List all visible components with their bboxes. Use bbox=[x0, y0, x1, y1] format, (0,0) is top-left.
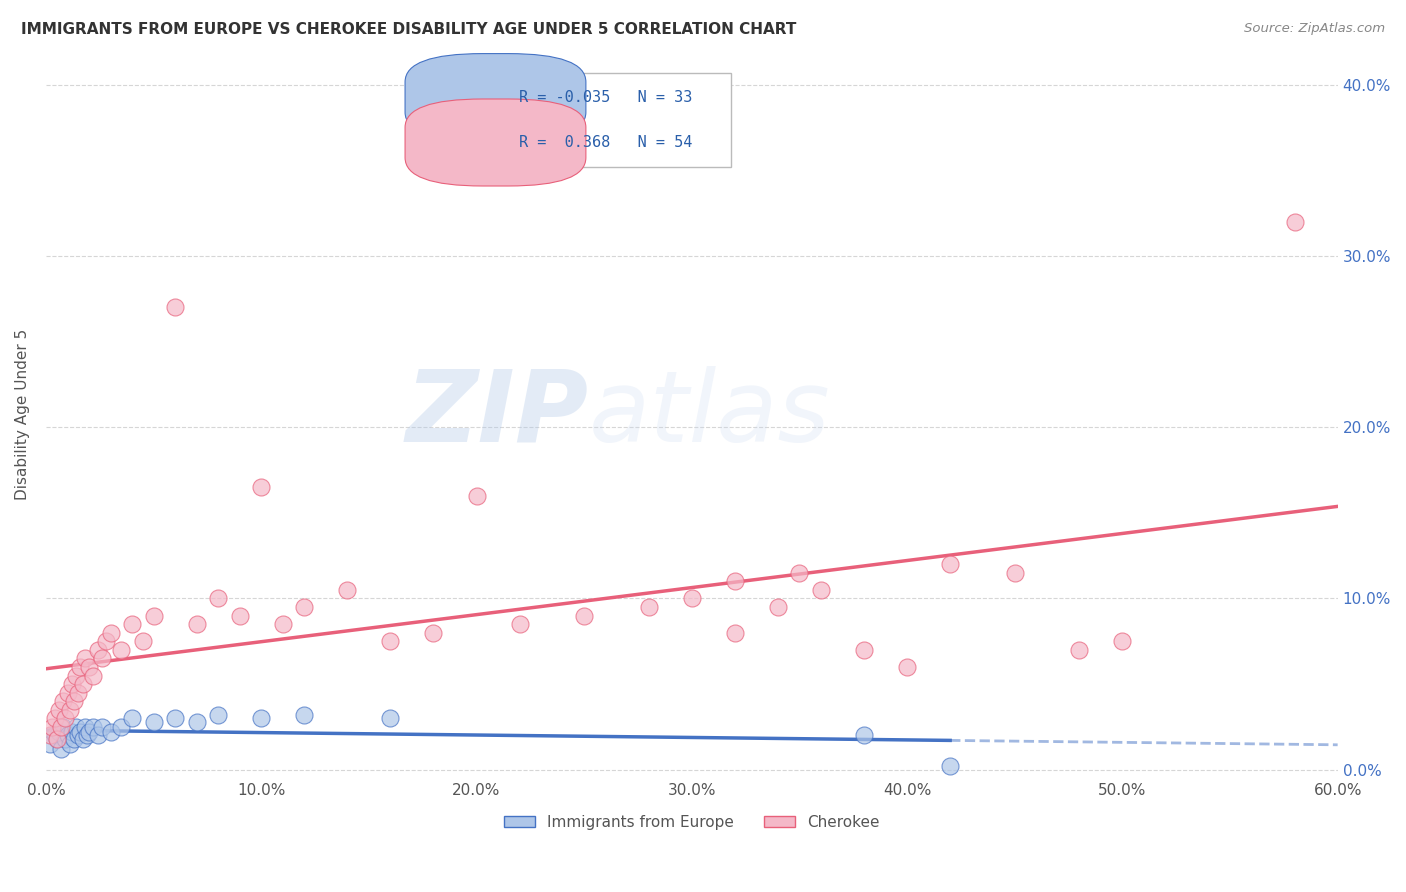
Text: ZIP: ZIP bbox=[405, 366, 589, 463]
Point bbox=[132, 634, 155, 648]
Point bbox=[77, 660, 100, 674]
Point bbox=[82, 720, 104, 734]
Point bbox=[228, 608, 250, 623]
Point bbox=[380, 711, 402, 725]
Point bbox=[1111, 634, 1133, 648]
Point bbox=[1069, 643, 1091, 657]
Point bbox=[939, 759, 962, 773]
Point bbox=[86, 643, 108, 657]
Point bbox=[76, 728, 98, 742]
Point bbox=[939, 558, 962, 572]
Point bbox=[63, 731, 86, 746]
Point bbox=[186, 714, 208, 729]
Point bbox=[142, 608, 165, 623]
Point bbox=[121, 617, 143, 632]
Point bbox=[77, 725, 100, 739]
Text: Source: ZipAtlas.com: Source: ZipAtlas.com bbox=[1244, 22, 1385, 36]
Point bbox=[724, 625, 747, 640]
Point bbox=[681, 591, 703, 606]
Point bbox=[250, 711, 273, 725]
Point bbox=[896, 660, 918, 674]
Point bbox=[91, 720, 114, 734]
Point bbox=[110, 720, 132, 734]
Point bbox=[766, 600, 789, 615]
Point bbox=[637, 600, 659, 615]
Point bbox=[121, 711, 143, 725]
Point bbox=[63, 694, 86, 708]
Text: IMMIGRANTS FROM EUROPE VS CHEROKEE DISABILITY AGE UNDER 5 CORRELATION CHART: IMMIGRANTS FROM EUROPE VS CHEROKEE DISAB… bbox=[21, 22, 796, 37]
Point bbox=[96, 634, 118, 648]
Point bbox=[52, 720, 75, 734]
Point bbox=[509, 617, 531, 632]
Point bbox=[82, 668, 104, 682]
Point bbox=[39, 737, 62, 751]
Point bbox=[853, 643, 876, 657]
Point bbox=[59, 703, 82, 717]
Point bbox=[49, 720, 72, 734]
Point bbox=[56, 728, 79, 742]
Point bbox=[73, 720, 96, 734]
Point bbox=[45, 731, 67, 746]
Point bbox=[59, 737, 82, 751]
Point bbox=[67, 728, 90, 742]
Point bbox=[49, 742, 72, 756]
Point bbox=[44, 728, 66, 742]
Point bbox=[65, 720, 87, 734]
Point bbox=[72, 677, 94, 691]
Point bbox=[250, 480, 273, 494]
Point bbox=[86, 728, 108, 742]
Point bbox=[60, 725, 83, 739]
Point bbox=[165, 301, 187, 315]
Point bbox=[100, 625, 122, 640]
Point bbox=[724, 574, 747, 589]
Point bbox=[39, 728, 62, 742]
Point bbox=[810, 582, 832, 597]
Point bbox=[45, 731, 67, 746]
Point bbox=[465, 489, 488, 503]
Point bbox=[48, 725, 70, 739]
Point bbox=[100, 725, 122, 739]
Point bbox=[207, 591, 229, 606]
Point bbox=[48, 703, 70, 717]
Point bbox=[91, 651, 114, 665]
Point bbox=[186, 617, 208, 632]
Legend: Immigrants from Europe, Cherokee: Immigrants from Europe, Cherokee bbox=[498, 809, 886, 836]
Point bbox=[56, 685, 79, 699]
Point bbox=[67, 685, 90, 699]
Point bbox=[72, 731, 94, 746]
Point bbox=[142, 714, 165, 729]
Point bbox=[44, 711, 66, 725]
Point bbox=[1004, 566, 1026, 580]
Point bbox=[853, 728, 876, 742]
Point bbox=[380, 634, 402, 648]
Point bbox=[292, 600, 315, 615]
Point bbox=[207, 707, 229, 722]
Point bbox=[69, 660, 91, 674]
Point bbox=[73, 651, 96, 665]
Point bbox=[422, 625, 444, 640]
Point bbox=[1284, 215, 1306, 229]
Point bbox=[41, 720, 63, 734]
Point bbox=[292, 707, 315, 722]
Text: atlas: atlas bbox=[589, 366, 830, 463]
Point bbox=[60, 677, 83, 691]
Point bbox=[53, 731, 76, 746]
Point bbox=[336, 582, 359, 597]
Point bbox=[271, 617, 294, 632]
Point bbox=[65, 668, 87, 682]
Point bbox=[789, 566, 811, 580]
Point bbox=[53, 711, 76, 725]
Point bbox=[52, 694, 75, 708]
Point bbox=[110, 643, 132, 657]
Point bbox=[572, 608, 595, 623]
Point bbox=[165, 711, 187, 725]
Y-axis label: Disability Age Under 5: Disability Age Under 5 bbox=[15, 329, 30, 500]
Point bbox=[69, 725, 91, 739]
